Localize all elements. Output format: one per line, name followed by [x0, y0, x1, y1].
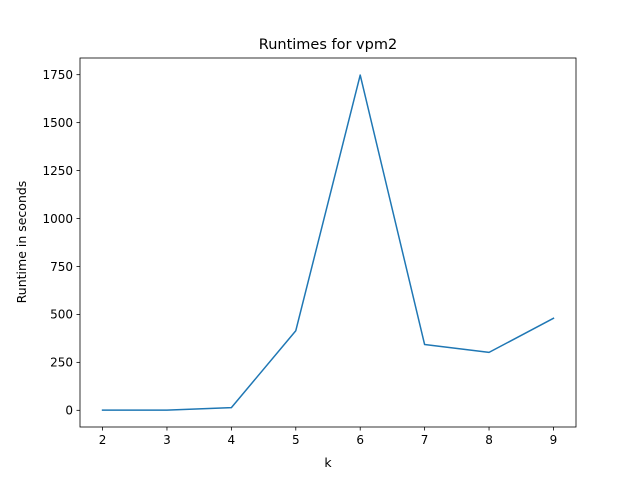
x-tick-label: 2	[99, 433, 107, 447]
x-tick-label: 9	[550, 433, 558, 447]
x-tick-label: 3	[163, 433, 171, 447]
y-tick-label: 1250	[42, 164, 73, 178]
y-tick-label: 750	[50, 260, 73, 274]
x-tick-label: 5	[292, 433, 300, 447]
y-axis-label: Runtime in seconds	[14, 181, 29, 304]
axes-frame	[79, 57, 577, 428]
chart-title: Runtimes for vpm2	[259, 37, 397, 53]
y-tick-label: 250	[50, 356, 73, 370]
x-tick-label: 6	[356, 433, 364, 447]
series-line-vpm2	[101, 74, 555, 411]
y-tick-label: 1000	[42, 212, 73, 226]
y-tick-label: 1750	[42, 68, 73, 82]
y-tick-label: 0	[65, 404, 73, 418]
plot-area: 2 3 4 5 6 7 8 9 0 250 500 750 1000 1250 1500 1750	[42, 57, 577, 447]
x-axis-label: k	[324, 455, 332, 470]
y-tick-label: 500	[50, 308, 73, 322]
x-tick-label: 4	[228, 433, 236, 447]
x-tick-label: 8	[485, 433, 493, 447]
x-tick-label: 7	[421, 433, 429, 447]
y-tick-label: 1500	[42, 116, 73, 130]
